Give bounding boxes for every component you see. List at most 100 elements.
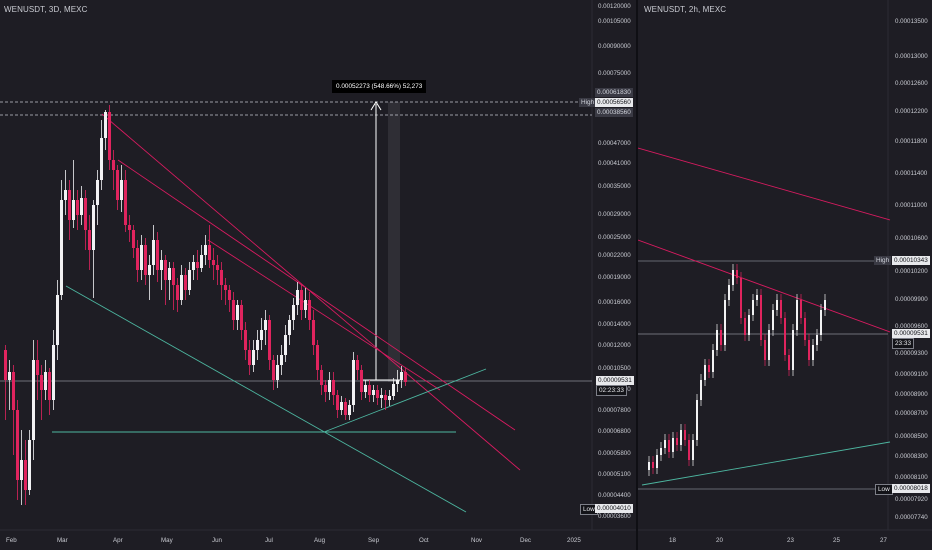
left-chart-pane[interactable]: WENUSDT, 3D, MEXC 0.00120000 0.00105000 0.… xyxy=(0,0,636,550)
candle-body xyxy=(132,230,135,248)
candle-body xyxy=(380,395,383,398)
candle-body xyxy=(124,180,127,225)
candle-body xyxy=(8,372,11,380)
measure-band xyxy=(388,102,400,382)
time-tick-label: 2025 xyxy=(567,537,581,544)
pane-divider[interactable] xyxy=(636,0,638,550)
candle-body xyxy=(136,248,139,270)
candle-body xyxy=(664,440,666,448)
candle-body xyxy=(308,300,311,320)
candle-body xyxy=(368,385,371,395)
candle-body xyxy=(700,380,702,400)
candle-body xyxy=(272,360,275,380)
candle-body xyxy=(356,360,359,370)
price-tick-label: 0.00029000 xyxy=(598,211,631,218)
price-tick-label: 0.00011400 xyxy=(895,170,928,177)
price-tick-label: 0.00075000 xyxy=(598,70,631,77)
candle-body xyxy=(184,275,187,290)
price-tick-label: 0.00009900 xyxy=(895,296,928,303)
candle-body xyxy=(324,385,327,392)
right-chart-canvas[interactable] xyxy=(638,0,932,550)
candle-body xyxy=(260,330,263,340)
candle-body xyxy=(156,240,159,270)
price-tick-label: 0.00009600 xyxy=(895,323,928,330)
candle-body xyxy=(676,438,678,445)
countdown-tag: 02:23:33 xyxy=(596,385,627,396)
candle-body xyxy=(352,360,355,405)
candle-body xyxy=(400,372,403,380)
candle-body xyxy=(340,402,343,410)
candle-body xyxy=(268,320,271,360)
candle-body xyxy=(196,262,199,268)
price-tick-label: 0.00005800 xyxy=(598,450,631,457)
price-tick-label: 0.00090000 xyxy=(598,43,631,50)
candle-body xyxy=(72,200,75,220)
candle-body xyxy=(92,205,95,250)
price-tick-label: 0.00008100 xyxy=(895,474,928,481)
candle-body xyxy=(164,260,167,280)
candle-body xyxy=(716,330,718,350)
right-chart-pane[interactable]: WENUSDT, 2h, MEXC 0.00013500 0.00013000 0.… xyxy=(638,0,932,550)
price-tick-label: 0.00041000 xyxy=(598,160,631,167)
price-tick-label: 0.00008700 xyxy=(895,410,928,417)
price-tick-label: 0.00012000 xyxy=(598,342,631,349)
price-tick-label: 0.00016000 xyxy=(598,299,631,306)
price-tick-label: 0.00008500 xyxy=(895,433,928,440)
trendline-green xyxy=(65,285,467,513)
candle-body xyxy=(376,390,379,398)
measure-level-1-tag: 0.00061830 xyxy=(595,88,633,97)
price-tick-label: 0.00022000 xyxy=(598,252,631,259)
candle-body xyxy=(152,240,155,265)
candle-body xyxy=(316,345,319,370)
candle-body xyxy=(652,462,654,468)
price-tick-label: 0.00010500 xyxy=(598,365,631,372)
candle-body xyxy=(140,245,143,270)
low-value-tag: 0.00004010 xyxy=(595,504,633,513)
candle-body xyxy=(144,245,147,275)
price-tick-label: 0.00105000 xyxy=(598,18,631,25)
candle-body xyxy=(756,295,758,300)
candle-body xyxy=(768,330,770,360)
candle-body xyxy=(52,345,55,400)
candle-body xyxy=(276,365,279,380)
candle-body xyxy=(672,438,674,452)
candle-body xyxy=(696,400,698,440)
candle-body xyxy=(736,270,738,278)
candle-body xyxy=(772,310,774,330)
candle-body xyxy=(804,318,806,340)
price-tick-label: 0.00025000 xyxy=(598,234,631,241)
price-tick-label: 0.00013500 xyxy=(895,18,928,25)
measure-level-2-tag: 0.00038560 xyxy=(595,108,633,117)
candle-body xyxy=(780,300,782,318)
candle-body xyxy=(256,340,259,350)
candle-body xyxy=(740,278,742,318)
candle-body xyxy=(104,112,107,138)
candle-body xyxy=(388,396,391,400)
candle-body xyxy=(120,180,123,200)
candle-body xyxy=(720,330,722,345)
candle-body xyxy=(244,330,247,350)
time-tick-label: Mar xyxy=(57,537,68,544)
candle-body xyxy=(656,455,658,468)
candle-body xyxy=(208,245,211,260)
right-current-price-tag: 0.00009531 xyxy=(892,329,930,338)
price-tick-label: 0.00120000 xyxy=(598,3,631,10)
trendline-green xyxy=(641,441,891,486)
price-tick-label: 0.00047000 xyxy=(598,140,631,147)
candle-body xyxy=(668,440,670,452)
candle-body xyxy=(28,440,31,490)
candle-body xyxy=(96,180,99,205)
candle-body xyxy=(724,300,726,345)
candle-body xyxy=(744,318,746,335)
candle-body xyxy=(684,430,686,440)
candle-body xyxy=(88,230,91,250)
candle-body xyxy=(188,270,191,290)
candle-body xyxy=(792,330,794,370)
price-tick-label: 0.00007740 xyxy=(895,514,928,521)
candle-body xyxy=(808,340,810,360)
candle-body xyxy=(284,335,287,355)
left-chart-canvas[interactable] xyxy=(0,0,636,550)
candle-body xyxy=(688,440,690,460)
candle-body xyxy=(704,365,706,380)
candle-body xyxy=(364,385,367,392)
